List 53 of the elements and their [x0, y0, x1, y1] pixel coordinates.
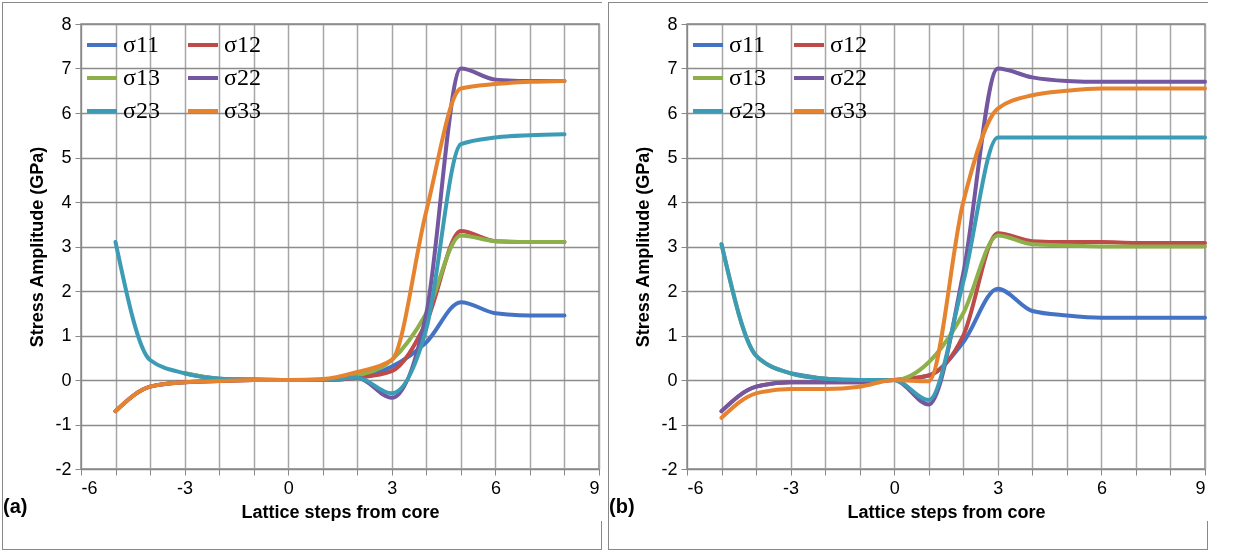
x-tick-label: 0 [889, 477, 900, 498]
legend-label: σ12 [224, 31, 261, 57]
legend-label: σ33 [830, 97, 867, 123]
y-tick-label: 3 [667, 236, 678, 256]
x-axis-title: Lattice steps from core [847, 501, 1046, 522]
legend-label: σ33 [224, 97, 261, 123]
legend-label: σ11 [123, 31, 160, 57]
x-tick-label: 6 [490, 477, 501, 498]
y-tick-label: -2 [661, 458, 678, 479]
legend-label: σ22 [224, 64, 261, 90]
y-tick-label: 0 [61, 369, 72, 390]
y-tick-label: 2 [61, 280, 72, 301]
x-tick-label: -6 [81, 477, 98, 498]
y-tick-label: 8 [667, 13, 678, 34]
y-tick-label: 6 [61, 102, 72, 123]
y-tick-label: 3 [61, 236, 72, 256]
x-tick-label: 9 [589, 477, 600, 498]
x-axis-title: Lattice steps from core [241, 501, 440, 522]
legend-label: σ11 [729, 31, 766, 57]
y-tick-label: 1 [667, 325, 678, 345]
x-tick-label: 9 [1195, 477, 1206, 498]
y-tick-label: 7 [61, 58, 72, 78]
legend-label: σ12 [830, 31, 867, 57]
text: (b) [609, 495, 635, 517]
x-tick-label: 0 [283, 477, 294, 498]
y-tick-label: -1 [661, 414, 678, 434]
y-tick-label: 5 [61, 147, 72, 167]
y-axis-title: Stress Amplitude (GPa) [27, 146, 48, 348]
x-tick-label: -3 [177, 477, 194, 498]
legend-label: σ13 [123, 64, 160, 90]
y-axis-title: Stress Amplitude (GPa) [633, 146, 654, 348]
legend-label: σ13 [729, 64, 766, 90]
legend-label: σ23 [729, 97, 766, 123]
y-tick-label: 6 [667, 102, 678, 123]
line-series [719, 135, 1207, 403]
y-tick-label: -1 [55, 414, 72, 434]
y-tick-label: 7 [667, 58, 678, 78]
legend-label: σ22 [830, 64, 867, 90]
x-tick-label: 3 [993, 477, 1004, 498]
y-tick-label: -2 [55, 458, 72, 479]
y-tick-label: 0 [667, 369, 678, 390]
x-tick-label: -6 [687, 477, 704, 498]
text: (a) [3, 495, 28, 517]
x-tick-label: -3 [783, 477, 800, 498]
x-tick-label: 6 [1096, 477, 1107, 498]
legend-label: σ23 [123, 97, 160, 123]
y-tick-label: 2 [667, 280, 678, 301]
y-tick-label: 5 [667, 147, 678, 167]
y-tick-label: 4 [667, 191, 678, 212]
y-tick-label: 8 [61, 13, 72, 34]
y-tick-label: 4 [61, 191, 72, 212]
x-tick-label: 3 [387, 477, 398, 498]
y-tick-label: 1 [61, 325, 72, 345]
